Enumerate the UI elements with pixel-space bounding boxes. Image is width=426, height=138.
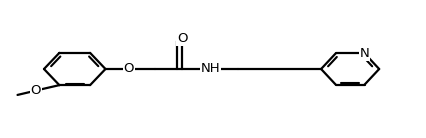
Text: O: O [124,63,134,75]
Text: NH: NH [200,63,219,75]
Text: O: O [177,32,187,45]
Text: N: N [359,47,368,60]
Text: O: O [31,84,41,97]
